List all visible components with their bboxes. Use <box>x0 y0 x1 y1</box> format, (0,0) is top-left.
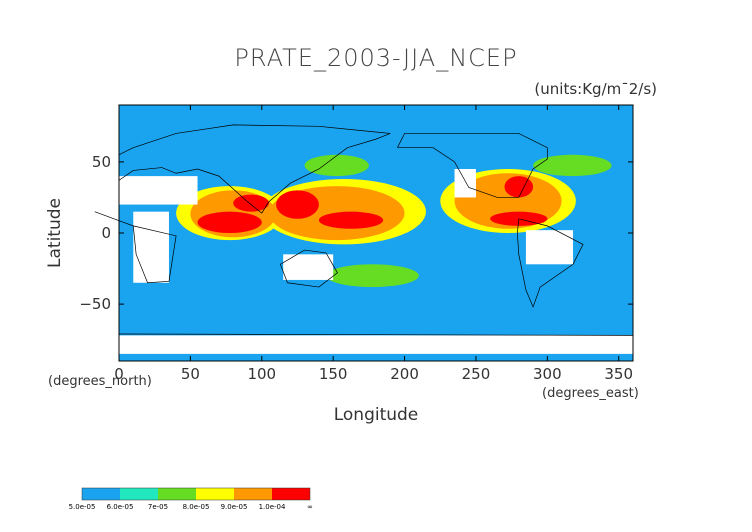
colorbar-label: 8.0e-05 <box>182 503 210 511</box>
precip-region <box>533 154 612 177</box>
precip-region <box>318 211 384 229</box>
coastline-segment <box>94 211 177 284</box>
x-axis-ticks: 0 50 100 150 200 250 300 350 <box>114 105 633 383</box>
x-tick-label: 150 <box>319 365 348 383</box>
y-axis-units: (degrees_north) <box>48 374 152 389</box>
antarctica-coastline <box>118 333 634 336</box>
colorbar-swatch <box>82 488 120 500</box>
x-tick-label: 350 <box>604 365 633 383</box>
precipitation-field <box>119 105 633 361</box>
coastline-segment <box>397 133 548 198</box>
colorbar-label: 1.0e-04 <box>258 503 286 511</box>
x-axis-label: Longitude <box>333 405 419 425</box>
x-tick-label: 300 <box>533 365 562 383</box>
x-tick-label: 100 <box>247 365 276 383</box>
chart-units: (units:Kg/m¯2/s) <box>534 80 657 98</box>
missing-data-area <box>119 335 633 354</box>
precip-region <box>304 154 369 177</box>
missing-data-area <box>454 169 476 198</box>
x-tick-label: 50 <box>181 365 200 383</box>
colorbar-swatch <box>158 488 196 500</box>
precip-region <box>326 264 419 288</box>
colorbar <box>81 487 311 501</box>
x-tick-label: 250 <box>462 365 491 383</box>
missing-data-area <box>525 230 574 265</box>
missing-data-area <box>283 254 334 280</box>
colorbar-label: 6.0e-05 <box>106 503 134 511</box>
x-tick-label: 200 <box>390 365 419 383</box>
coastline-outline <box>94 124 634 336</box>
x-tick-label: 0 <box>114 365 124 383</box>
colorbar-label: ∞ <box>307 503 313 511</box>
y-tick-label: 0 <box>101 224 111 242</box>
colorbar-swatch <box>272 488 310 500</box>
precip-region <box>197 211 262 233</box>
colorbar-swatch <box>196 488 234 500</box>
colorbar-frame <box>81 487 311 501</box>
coastline-segment <box>516 218 584 308</box>
precip-region <box>233 194 269 212</box>
y-tick-label: −50 <box>79 295 111 313</box>
coastline-segment <box>280 249 338 288</box>
missing-data-area <box>133 211 169 283</box>
y-axis-label: Latitude <box>45 198 65 268</box>
y-axis-ticks: 50 0 −50 <box>79 153 633 313</box>
colorbar-label: 7e-05 <box>147 503 169 511</box>
y-tick-label: 50 <box>92 153 111 171</box>
precip-region <box>504 176 534 198</box>
coastline-segment <box>118 124 391 214</box>
colorbar-swatch <box>234 488 272 500</box>
colorbar-label: 9.0e-05 <box>220 503 248 511</box>
precip-region <box>276 190 319 219</box>
colorbar-label: 5.0e-05 <box>68 503 96 511</box>
x-axis-units: (degrees_east) <box>542 386 639 401</box>
missing-data-area <box>119 176 198 205</box>
chart-title: PRATE_2003-JJA_NCEP <box>234 44 518 72</box>
colorbar-swatch <box>120 488 158 500</box>
